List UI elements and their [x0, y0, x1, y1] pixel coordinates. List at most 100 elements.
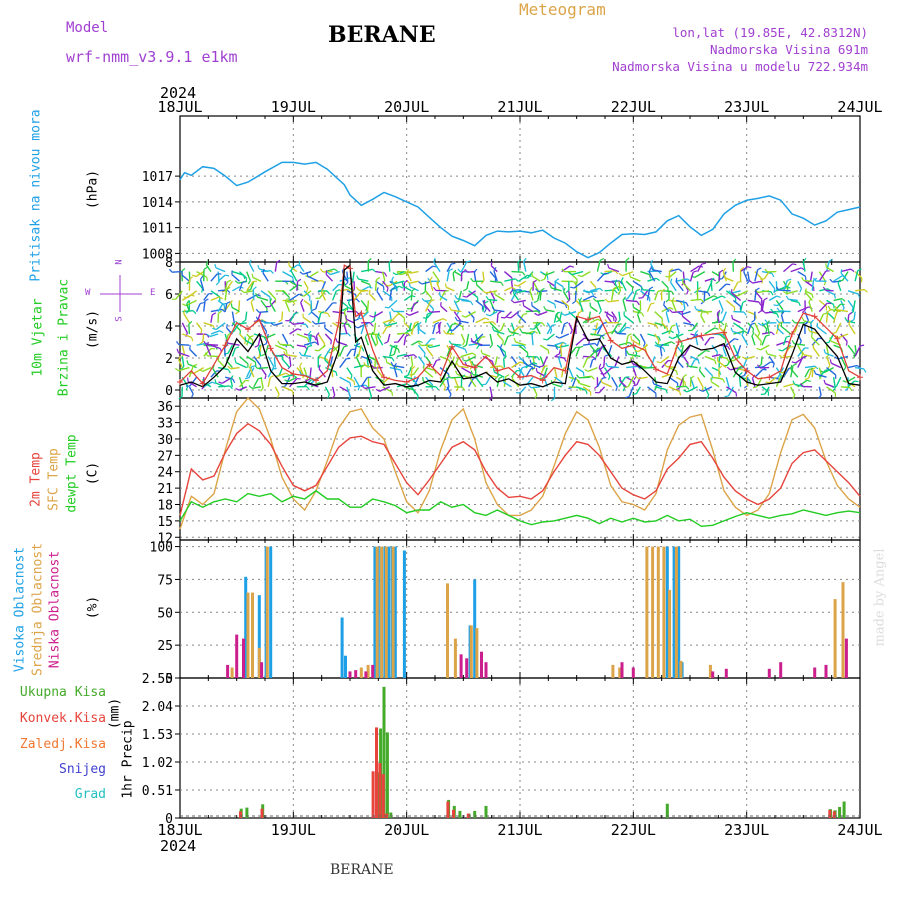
panel-frame-clouds: [180, 540, 860, 678]
wind-barb-flag: [727, 367, 730, 370]
wind-barb-flag: [445, 291, 449, 292]
compass-e: E: [150, 288, 155, 298]
year-top: 2024: [160, 84, 196, 102]
cloud-bar-mid: [392, 547, 395, 678]
wind-barb: [257, 368, 268, 369]
wind-barb: [662, 375, 670, 378]
wind-barb-flag: [855, 381, 859, 382]
wind-barb-flag: [473, 318, 474, 322]
cloud-bar-mid: [475, 628, 478, 678]
wind-barb: [627, 291, 633, 299]
wind-barb-flag: [290, 322, 293, 325]
wind-barb-flag: [225, 275, 229, 276]
wind-barb: [733, 319, 741, 323]
wind-barb-flag: [695, 306, 697, 310]
wind-barb-flag: [201, 276, 203, 279]
wind-barb-flag: [621, 277, 623, 281]
wind-barb: [760, 345, 769, 350]
wind-barb-flag: [555, 304, 556, 308]
wind-barb-flag: [463, 296, 467, 297]
wind-barb: [459, 366, 469, 367]
wind-barb-flag: [449, 269, 453, 271]
wind-barb: [486, 377, 490, 384]
wind-barb-flag: [548, 350, 549, 354]
temp-ylabel: 2m Temp: [29, 440, 44, 520]
wind-barb: [325, 328, 333, 334]
wind-barb: [388, 334, 390, 342]
ytick-label-precip: 1.02: [142, 756, 173, 771]
wind-barb-flag: [637, 302, 639, 305]
wind-barb-flag: [228, 366, 231, 369]
wind-barb-flag: [749, 281, 752, 284]
wind-barb: [608, 300, 619, 301]
wind-barb-flag: [463, 342, 465, 346]
wind-barb: [299, 265, 304, 272]
wind-barb-flag: [808, 328, 810, 332]
wind-barb-flag: [543, 339, 547, 340]
cloud-bar-mid: [380, 547, 383, 678]
cloud-unit: (%): [86, 583, 101, 633]
wind-barb-flag: [721, 310, 723, 314]
xlabel-top: 23JUL: [724, 98, 769, 116]
wind-barb-flag: [370, 316, 374, 318]
xlabel-bottom: 21JUL: [497, 821, 542, 839]
wind-barb-flag: [615, 319, 616, 323]
ytick-label-clouds: 25: [157, 639, 173, 654]
wind-barb: [451, 310, 461, 311]
wind-barb: [819, 387, 821, 396]
wind-barb-flag: [695, 359, 699, 360]
wind-barb-flag: [773, 364, 774, 368]
wind-barb-flag: [220, 331, 223, 333]
meteogram-title: Meteogram: [519, 0, 606, 19]
wind-barb: [407, 273, 411, 281]
wind-barb: [316, 300, 319, 309]
wind-barb: [368, 300, 369, 312]
wind-barb-flag: [386, 359, 387, 363]
wind-barb-flag: [205, 299, 208, 301]
wind-barb: [275, 387, 279, 394]
wind-barb-flag: [771, 292, 773, 295]
wind-barb-flag: [844, 367, 846, 371]
wind-barb: [825, 353, 833, 356]
wind-barb-flag: [851, 269, 854, 272]
wind-barb-flag: [282, 355, 283, 359]
wind-barb-flag: [739, 372, 742, 375]
precip-bar-convective: [833, 811, 836, 818]
precip-bar-convective: [372, 771, 375, 818]
wind-barb: [682, 316, 690, 323]
wind-barb-flag: [824, 380, 825, 384]
wind-barb: [831, 363, 841, 368]
wind-barb: [216, 268, 225, 272]
wind-barb: [410, 281, 419, 283]
wind-barb: [374, 323, 375, 333]
wind-barb: [275, 262, 276, 271]
xlabel-bottom: 20JUL: [384, 821, 429, 839]
wind-barb-flag: [319, 365, 320, 369]
wind-barb: [304, 300, 311, 305]
wind-barb: [211, 297, 219, 301]
wind-barb-flag: [273, 368, 277, 369]
wind-barb-flag: [738, 281, 742, 282]
wind-barb: [426, 266, 433, 272]
wind-barb-flag: [752, 320, 755, 322]
wind-barb: [433, 272, 439, 281]
wind-barb: [302, 355, 312, 356]
wind-barb-flag: [470, 374, 471, 378]
wind-barb-flag: [826, 263, 827, 267]
wind-barb-flag: [633, 385, 637, 386]
wind-barb: [705, 338, 710, 345]
wind-barb-flag: [200, 303, 204, 304]
wind-barb-flag: [777, 314, 779, 318]
wind-barb-flag: [422, 292, 425, 294]
wind-barb-flag: [187, 301, 189, 304]
wind-barb: [354, 377, 359, 386]
ytick-label-wind: 0: [165, 384, 173, 399]
wind-barb-flag: [600, 288, 603, 290]
wind-barb-flag: [227, 324, 228, 328]
wind-barb: [748, 272, 750, 281]
wind-barb-flag: [721, 322, 724, 325]
wind-barb: [812, 369, 813, 377]
year-bottom: 2024: [160, 837, 196, 855]
wind-barb-flag: [379, 335, 381, 338]
wind-barb: [604, 356, 605, 366]
